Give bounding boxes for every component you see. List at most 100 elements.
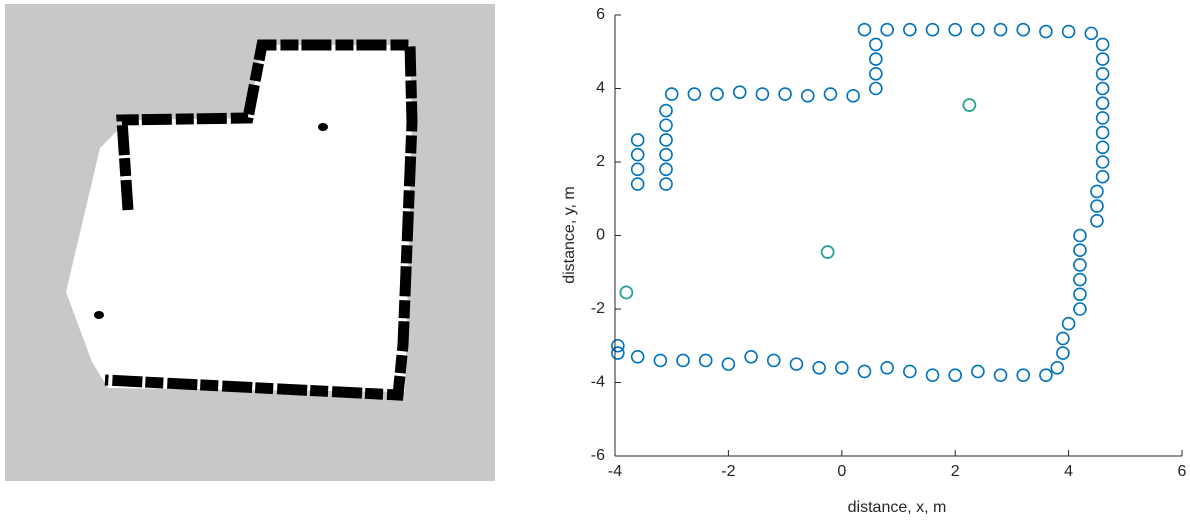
- point: [963, 99, 975, 111]
- figure: distance, x, m distance, y, m -4 -2 0 2 4 6 -6…: [0, 0, 1190, 521]
- map-obstacle: [318, 123, 328, 131]
- point: [1085, 27, 1097, 39]
- point: [1074, 288, 1086, 300]
- y-tick-label: -2: [591, 300, 605, 317]
- point: [632, 149, 644, 161]
- point: [1057, 332, 1069, 344]
- x-tick-label: 0: [837, 463, 846, 480]
- point: [745, 351, 757, 363]
- point: [972, 365, 984, 377]
- point: [632, 134, 644, 146]
- y-tick-label: 2: [596, 153, 605, 170]
- point: [858, 24, 870, 36]
- point: [927, 369, 939, 381]
- point: [722, 358, 734, 370]
- point: [660, 178, 672, 190]
- point: [660, 105, 672, 117]
- y-tick-label: 4: [596, 80, 605, 97]
- point: [870, 53, 882, 65]
- point: [768, 354, 780, 366]
- point: [1097, 112, 1109, 124]
- y-tick-label: -6: [591, 447, 605, 464]
- y-tick-label: -4: [591, 374, 605, 391]
- point: [790, 358, 802, 370]
- point: [1040, 369, 1052, 381]
- point: [1057, 347, 1069, 359]
- y-axis-label: distance, y, m: [561, 186, 578, 284]
- point: [1097, 156, 1109, 168]
- point: [632, 163, 644, 175]
- point: [660, 149, 672, 161]
- point: [654, 354, 666, 366]
- point: [1074, 274, 1086, 286]
- point: [1063, 26, 1075, 38]
- point: [1091, 200, 1103, 212]
- point: [949, 24, 961, 36]
- point: [881, 24, 893, 36]
- point: [858, 365, 870, 377]
- occupancy-map: [5, 4, 495, 481]
- x-tick-label: 2: [951, 463, 960, 480]
- point: [1074, 259, 1086, 271]
- point: [904, 365, 916, 377]
- point: [1074, 230, 1086, 242]
- x-tick-label: 4: [1064, 463, 1073, 480]
- point: [660, 119, 672, 131]
- point: [700, 354, 712, 366]
- point: [927, 24, 939, 36]
- point: [995, 24, 1007, 36]
- point: [688, 88, 700, 100]
- point: [949, 369, 961, 381]
- point: [1097, 141, 1109, 153]
- map-obstacle: [94, 311, 104, 319]
- point: [632, 178, 644, 190]
- point: [779, 88, 791, 100]
- point: [904, 24, 916, 36]
- point: [1017, 24, 1029, 36]
- y-tick-label: 0: [596, 227, 605, 244]
- point: [1091, 185, 1103, 197]
- point: [1097, 171, 1109, 183]
- point: [824, 88, 836, 100]
- point: [1097, 83, 1109, 95]
- point: [881, 362, 893, 374]
- point: [1091, 215, 1103, 227]
- point: [995, 369, 1007, 381]
- point: [1097, 53, 1109, 65]
- x-tick-label: -4: [608, 463, 622, 480]
- point: [1097, 97, 1109, 109]
- point: [677, 354, 689, 366]
- point: [972, 24, 984, 36]
- x-axis-label: distance, x, m: [848, 499, 947, 516]
- x-tick-label: -2: [721, 463, 735, 480]
- point: [1051, 362, 1063, 374]
- point: [847, 90, 859, 102]
- point: [822, 246, 834, 258]
- point: [836, 362, 848, 374]
- point: [1074, 244, 1086, 256]
- point: [1097, 68, 1109, 80]
- point: [870, 68, 882, 80]
- point: [632, 351, 644, 363]
- point: [870, 38, 882, 50]
- x-tick-label: 6: [1178, 463, 1187, 480]
- point: [1097, 38, 1109, 50]
- point: [660, 163, 672, 175]
- y-tick-label: 6: [596, 6, 605, 23]
- point: [756, 88, 768, 100]
- point: [1063, 318, 1075, 330]
- point: [870, 83, 882, 95]
- point: [813, 362, 825, 374]
- point: [620, 286, 632, 298]
- point: [660, 134, 672, 146]
- page: distance, x, m distance, y, m -4 -2 0 2 4 6 -6…: [0, 0, 1190, 521]
- point: [666, 88, 678, 100]
- point: [1097, 127, 1109, 139]
- point: [1074, 303, 1086, 315]
- point: [802, 90, 814, 102]
- point: [734, 86, 746, 98]
- point: [612, 347, 624, 359]
- point: [1017, 369, 1029, 381]
- point: [1040, 26, 1052, 38]
- point: [711, 88, 723, 100]
